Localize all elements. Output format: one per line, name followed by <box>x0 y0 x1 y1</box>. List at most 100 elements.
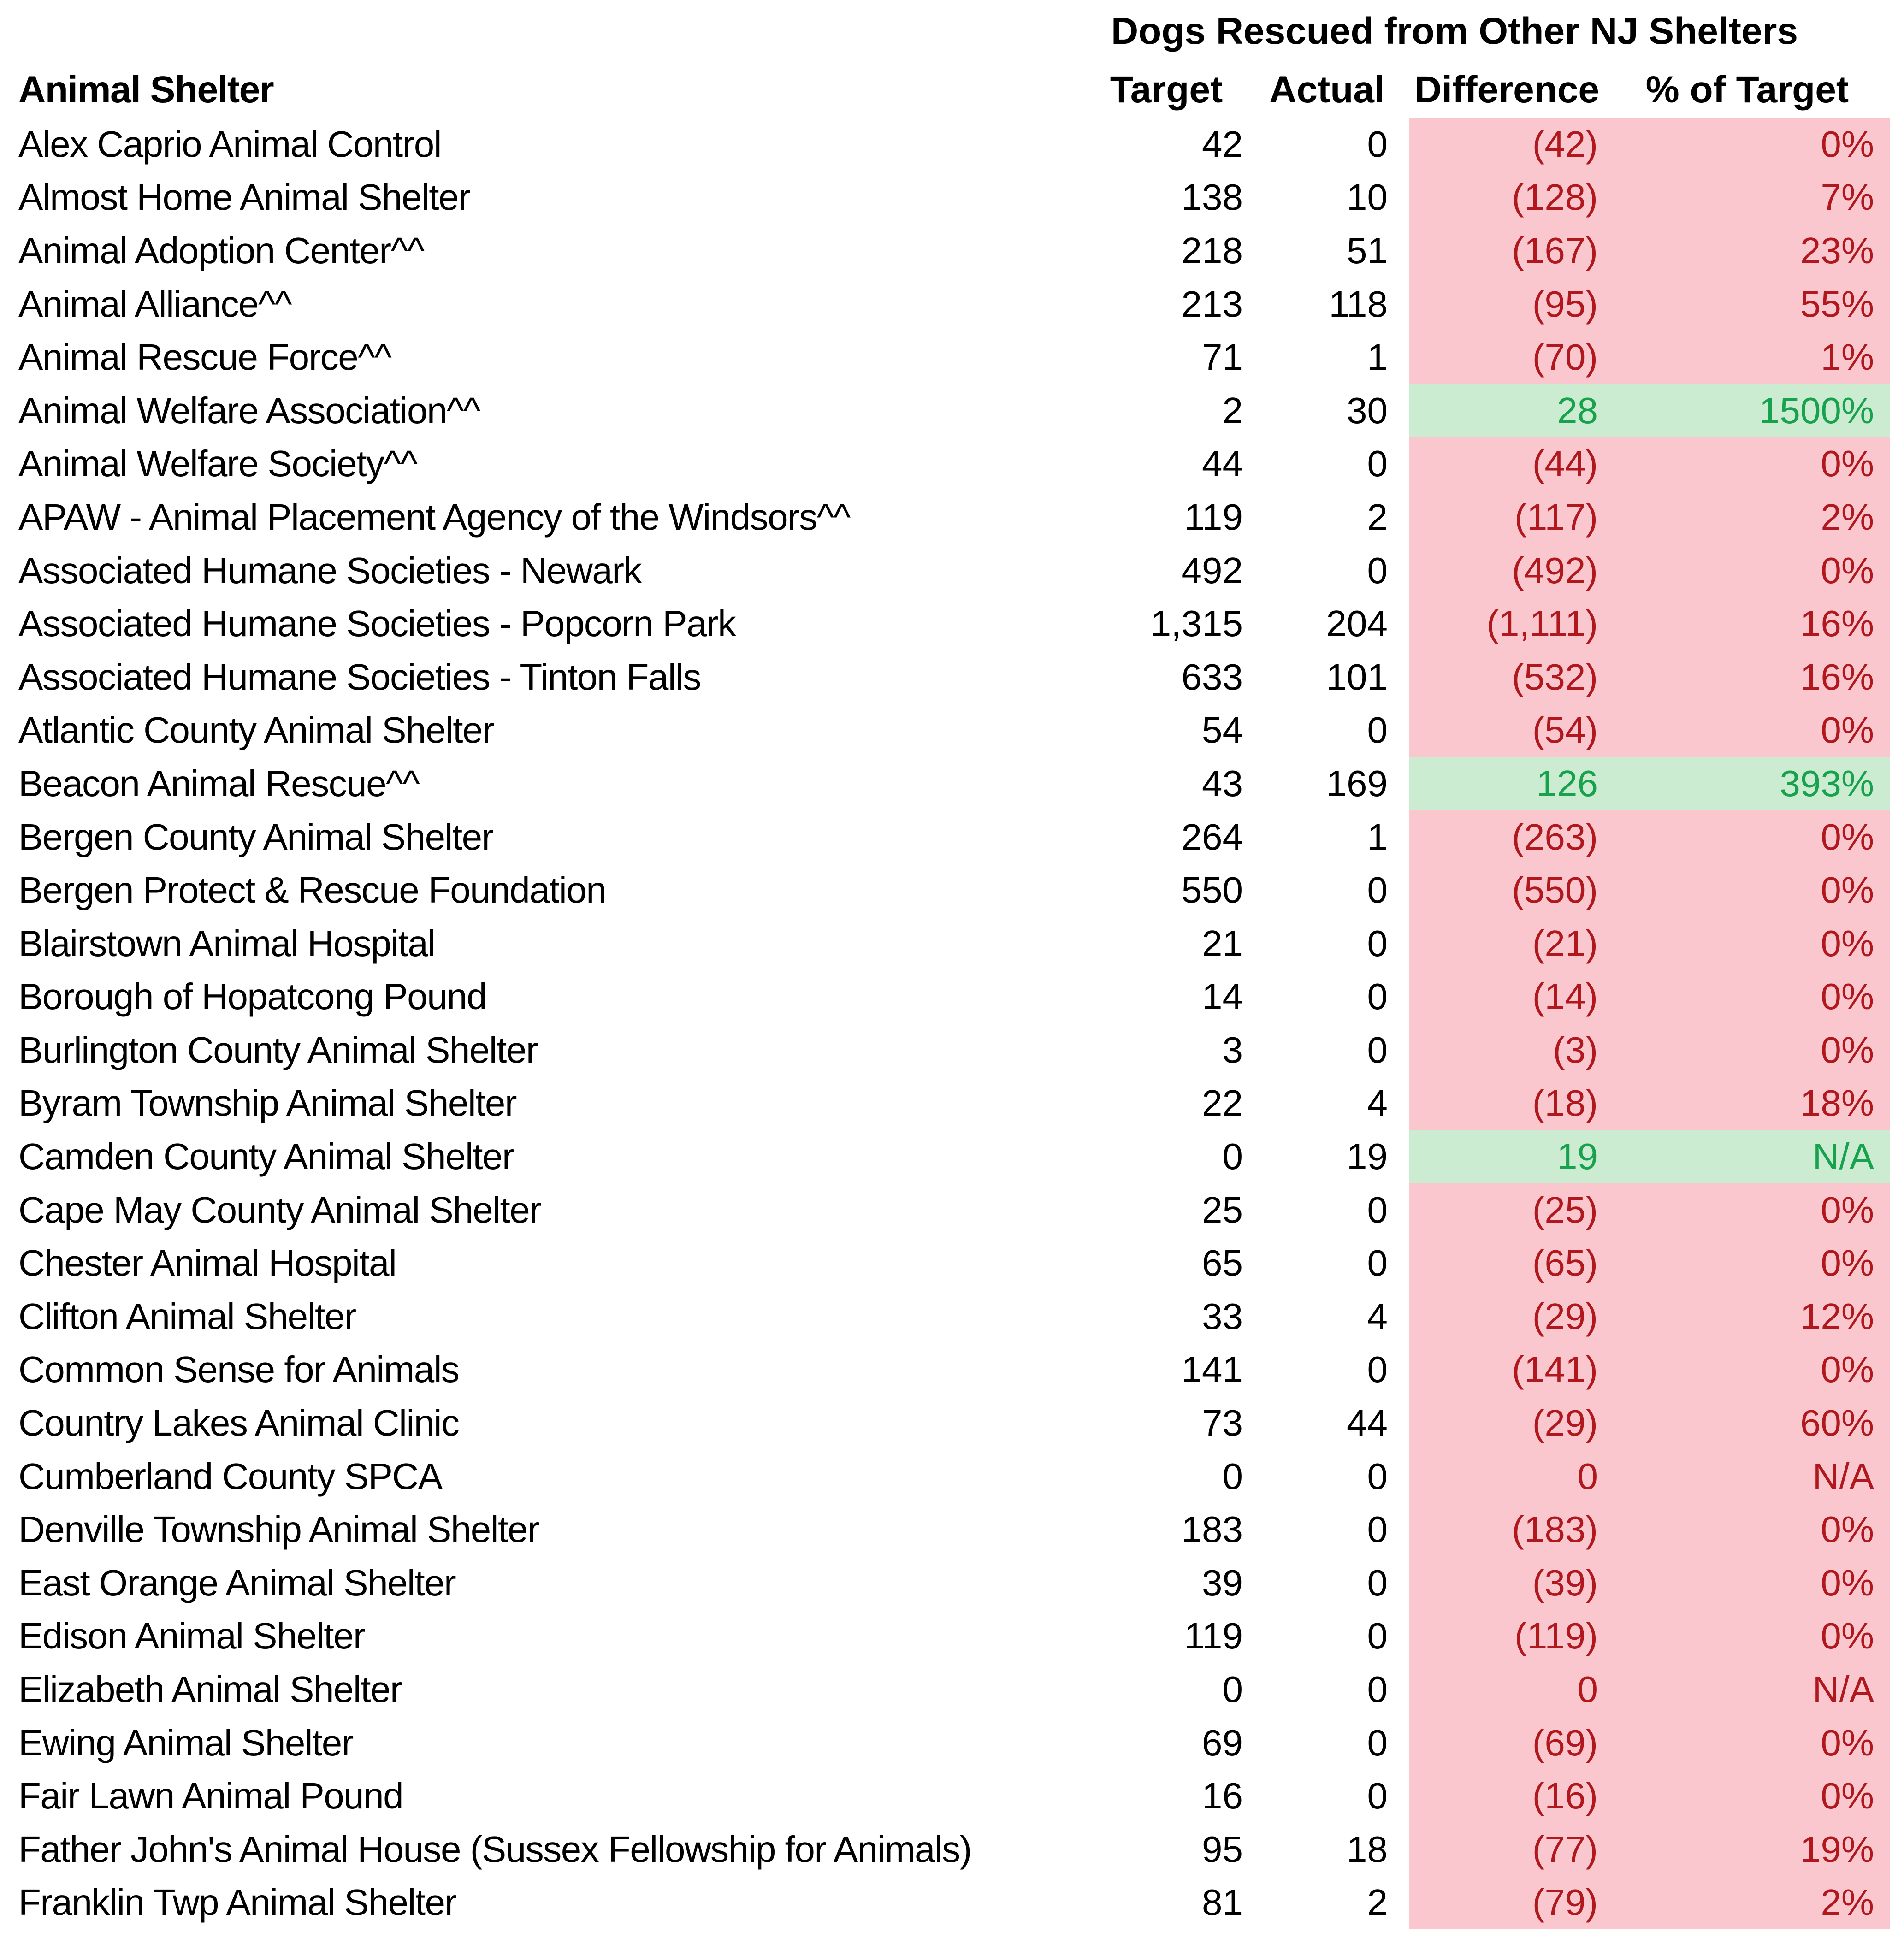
pct-of-target-cell: 0% <box>1604 1556 1890 1610</box>
actual-cell: 0 <box>1367 922 1388 964</box>
pct-of-target-cell: 0% <box>1604 970 1890 1024</box>
shelter-name-cell: Associated Humane Societies - Newark <box>18 549 642 591</box>
actual-cell: 4 <box>1367 1295 1388 1337</box>
pct-of-target-cell: N/A <box>1604 1449 1890 1503</box>
shelter-name-cell: Common Sense for Animals <box>18 1349 460 1390</box>
pct-of-target-cell: 0% <box>1604 1503 1890 1557</box>
target-cell: 1,315 <box>1150 603 1243 644</box>
actual-cell: 2 <box>1367 1882 1388 1923</box>
pct-of-target-cell: 0% <box>1604 1183 1890 1237</box>
difference-cell: (1,111) <box>1409 597 1604 650</box>
column-header-animal-shelter: Animal Shelter <box>18 69 274 111</box>
actual-cell: 0 <box>1367 1349 1388 1390</box>
actual-cell: 2 <box>1367 496 1388 538</box>
shelter-name-cell: Franklin Twp Animal Shelter <box>18 1882 457 1923</box>
shelter-name-cell: East Orange Animal Shelter <box>18 1562 456 1603</box>
actual-cell: 204 <box>1326 603 1388 644</box>
target-cell: 65 <box>1202 1242 1243 1284</box>
difference-cell: (44) <box>1409 437 1604 491</box>
actual-cell: 0 <box>1367 1242 1388 1284</box>
actual-cell: 118 <box>1329 283 1388 325</box>
target-cell: 22 <box>1202 1082 1243 1124</box>
target-cell: 25 <box>1202 1189 1243 1230</box>
target-cell: 218 <box>1181 230 1243 271</box>
column-header-difference: Difference <box>1414 69 1600 111</box>
actual-cell: 10 <box>1347 177 1388 218</box>
target-cell: 33 <box>1202 1295 1243 1337</box>
shelter-name-cell: Atlantic County Animal Shelter <box>18 709 495 751</box>
difference-cell: (183) <box>1409 1503 1604 1557</box>
difference-cell: (42) <box>1409 118 1604 171</box>
data-grid: Animal Shelter Target Actual Difference … <box>0 62 1904 1930</box>
difference-cell: (21) <box>1409 916 1604 970</box>
actual-cell: 0 <box>1367 976 1388 1017</box>
shelter-name-cell: APAW - Animal Placement Agency of the Wi… <box>18 496 851 538</box>
shelter-name-cell: Borough of Hopatcong Pound <box>18 976 487 1017</box>
target-cell: 0 <box>1222 1455 1243 1497</box>
difference-cell: (54) <box>1409 703 1604 757</box>
shelter-name-cell: Blairstown Animal Hospital <box>18 922 436 964</box>
difference-cell: 19 <box>1409 1130 1604 1183</box>
pct-of-target-cell: 0% <box>1604 437 1890 491</box>
shelter-name-cell: Ewing Animal Shelter <box>18 1722 354 1763</box>
pct-of-target-cell: 23% <box>1604 224 1890 278</box>
target-cell: 3 <box>1222 1029 1243 1070</box>
target-cell: 39 <box>1202 1562 1243 1603</box>
shelter-name-cell: Burlington County Animal Shelter <box>18 1029 538 1070</box>
actual-cell: 169 <box>1326 762 1388 804</box>
pct-of-target-cell: 0% <box>1604 544 1890 597</box>
difference-cell: (69) <box>1409 1716 1604 1770</box>
shelter-name-cell: Country Lakes Animal Clinic <box>18 1402 460 1444</box>
difference-cell: (77) <box>1409 1823 1604 1876</box>
target-cell: 550 <box>1181 869 1243 911</box>
difference-cell: (3) <box>1409 1023 1604 1077</box>
difference-cell: (263) <box>1409 810 1604 864</box>
pct-of-target-cell: 0% <box>1604 1023 1890 1077</box>
target-cell: 73 <box>1202 1402 1243 1444</box>
actual-cell: 0 <box>1367 1189 1388 1230</box>
pct-of-target-cell: 18% <box>1604 1076 1890 1130</box>
shelter-name-cell: Animal Rescue Force^^ <box>18 337 392 378</box>
shelter-name-cell: Bergen County Animal Shelter <box>18 816 494 857</box>
target-cell: 119 <box>1184 496 1243 538</box>
difference-cell: (492) <box>1409 544 1604 597</box>
target-cell: 43 <box>1202 762 1243 804</box>
pct-of-target-cell: 0% <box>1604 810 1890 864</box>
target-cell: 42 <box>1202 123 1243 165</box>
shelter-name-cell: Associated Humane Societies - Popcorn Pa… <box>18 603 736 644</box>
shelter-name-cell: Fair Lawn Animal Pound <box>18 1775 404 1817</box>
pct-of-target-cell: 19% <box>1604 1823 1890 1876</box>
actual-cell: 101 <box>1326 656 1388 697</box>
difference-cell: (532) <box>1409 650 1604 704</box>
target-cell: 16 <box>1202 1775 1243 1817</box>
pct-of-target-cell: 1% <box>1604 331 1890 384</box>
table-group-header: Dogs Rescued from Other NJ Shelters <box>1111 10 1798 52</box>
actual-cell: 19 <box>1347 1136 1388 1177</box>
column-header-target: Target <box>1110 69 1223 111</box>
pct-of-target-cell: 0% <box>1604 1609 1890 1663</box>
shelter-name-cell: Elizabeth Animal Shelter <box>18 1669 402 1710</box>
shelter-name-cell: Animal Adoption Center^^ <box>18 230 425 271</box>
difference-cell: (29) <box>1409 1396 1604 1450</box>
target-cell: 0 <box>1222 1136 1243 1177</box>
actual-cell: 0 <box>1367 1722 1388 1763</box>
pct-of-target-cell: 0% <box>1604 863 1890 917</box>
target-cell: 71 <box>1202 337 1243 378</box>
actual-cell: 1 <box>1367 337 1388 378</box>
pct-of-target-cell: 0% <box>1604 1716 1890 1770</box>
target-cell: 138 <box>1181 177 1243 218</box>
shelter-name-cell: Beacon Animal Rescue^^ <box>18 762 420 804</box>
difference-cell: 28 <box>1409 384 1604 437</box>
difference-cell: (167) <box>1409 224 1604 278</box>
pct-of-target-cell: 2% <box>1604 1876 1890 1930</box>
actual-cell: 44 <box>1347 1402 1388 1444</box>
pct-of-target-cell: N/A <box>1604 1663 1890 1716</box>
target-cell: 119 <box>1184 1615 1243 1657</box>
shelter-name-cell: Cape May County Animal Shelter <box>18 1189 542 1230</box>
title-band: Dogs Rescued from Other NJ Shelters <box>1088 0 1890 62</box>
pct-of-target-cell: 0% <box>1604 1343 1890 1397</box>
difference-cell: (119) <box>1409 1609 1604 1663</box>
pct-of-target-cell: 12% <box>1604 1290 1890 1343</box>
target-cell: 95 <box>1202 1828 1243 1870</box>
